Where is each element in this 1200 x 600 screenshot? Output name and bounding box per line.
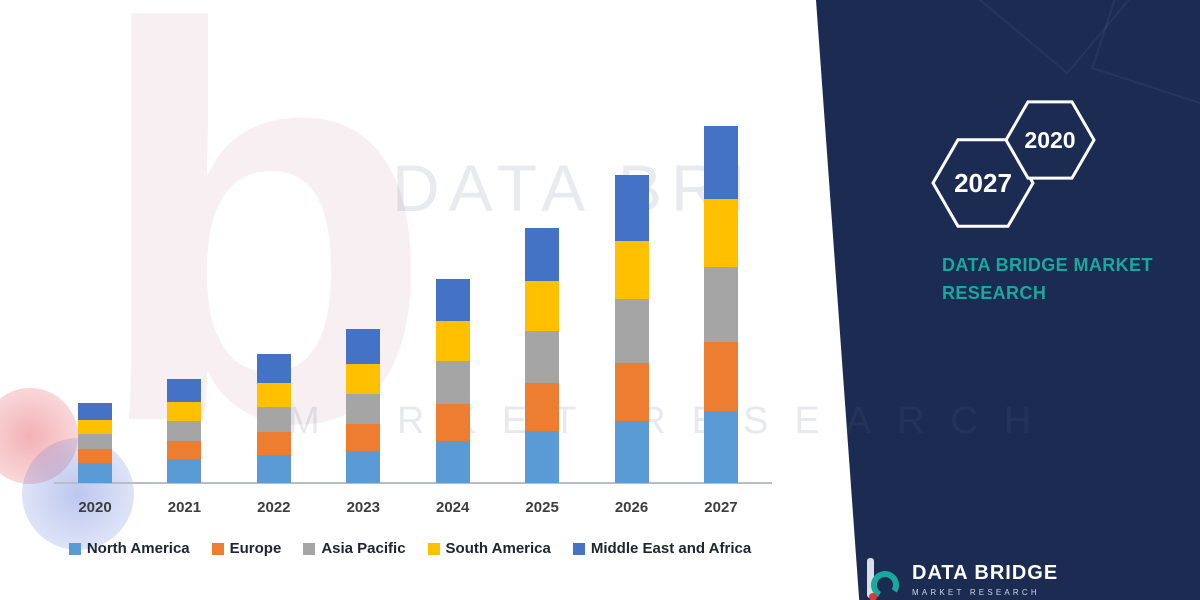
legend-item-asia-pacific: Asia Pacific <box>303 540 406 557</box>
hexagon-2020-outline <box>1004 100 1096 180</box>
bar-segment-middle-east-and-africa <box>256 354 291 383</box>
legend-item-middle-east-and-africa: Middle East and Africa <box>572 540 752 557</box>
bar-2025 <box>525 227 560 483</box>
bar-segment-asia-pacific <box>78 433 112 449</box>
bar-segment-south-america <box>435 321 470 362</box>
panel-brand-title: DATA BRIDGE MARKET RESEARCH <box>942 252 1153 308</box>
axis-label-2025: 2025 <box>525 499 559 516</box>
legend-label-north-america: North America <box>86 540 190 557</box>
bar-segment-south-america <box>703 198 738 267</box>
bar-segment-south-america <box>614 240 649 300</box>
bar-segment-north-america <box>614 420 649 483</box>
panel-brand-title-line2: RESEARCH <box>942 282 1047 303</box>
legend-swatch-europe <box>211 542 224 555</box>
legend-label-europe: Europe <box>229 540 282 557</box>
hexagon-2020-label: 2020 <box>1024 127 1075 153</box>
bar-segment-middle-east-and-africa <box>525 227 560 281</box>
bar-segment-middle-east-and-africa <box>614 175 649 241</box>
bar-2027 <box>703 126 738 483</box>
footer-logo-text: DATA BRIDGE <box>912 561 1059 584</box>
stacked-bar-plot: 2020 2021 2022 2023 2024 2025 2026 2027 <box>54 111 772 516</box>
x-axis-line <box>54 482 772 484</box>
bar-segment-south-america <box>346 364 381 394</box>
bar-segment-north-america <box>346 450 381 483</box>
legend-swatch-middle-east-and-africa <box>572 542 585 555</box>
bar-segment-asia-pacific <box>256 406 291 432</box>
legend-item-north-america: North America <box>68 540 190 557</box>
bar-segment-asia-pacific <box>525 331 560 384</box>
bar-segment-asia-pacific <box>614 299 649 364</box>
chart-legend: North America Europe Asia Pacific South Ame… <box>0 540 820 557</box>
bar-segment-north-america <box>256 454 291 483</box>
axis-label-2026: 2026 <box>614 499 649 516</box>
legend-item-south-america: South America <box>427 540 551 557</box>
bar-segment-europe <box>167 440 202 459</box>
panel-brand-title-line1: DATA BRIDGE MARKET <box>942 255 1153 275</box>
bar-segment-europe <box>256 431 291 455</box>
legend-label-south-america: South America <box>445 540 551 557</box>
bar-segment-north-america <box>78 462 112 483</box>
hexagon-2027-label: 2027 <box>954 168 1012 198</box>
bar-segment-middle-east-and-africa <box>346 329 381 365</box>
legend-label-middle-east-and-africa: Middle East and Africa <box>590 540 752 557</box>
bar-segment-middle-east-and-africa <box>78 402 112 420</box>
logo-red-blob-watermark <box>0 388 78 484</box>
axis-label-2020: 2020 <box>78 499 112 516</box>
legend-swatch-south-america <box>427 542 440 555</box>
bar-2021 <box>167 379 202 483</box>
bar-segment-middle-east-and-africa <box>435 278 470 322</box>
bar-segment-europe <box>78 448 112 463</box>
legend-label-asia-pacific: Asia Pacific <box>321 540 406 557</box>
bar-2024 <box>435 278 470 483</box>
bar-segment-europe <box>614 363 649 421</box>
bar-segment-europe <box>525 383 560 431</box>
bar-segment-asia-pacific <box>346 393 381 424</box>
axis-label-2027: 2027 <box>704 499 738 516</box>
axis-label-2022: 2022 <box>257 499 291 516</box>
bar-segment-middle-east-and-africa <box>167 379 202 402</box>
bar-2022 <box>256 354 291 483</box>
chart-region: 2020 2021 2022 2023 2024 2025 2026 2027 North A… <box>0 111 820 557</box>
watermark-text-line1: DATA BRI <box>392 151 755 225</box>
footer-logo-subtext: MARKET RESEARCH <box>912 587 1040 597</box>
axis-label-2021: 2021 <box>167 499 202 516</box>
bar-segment-middle-east-and-africa <box>703 126 738 199</box>
bar-segment-north-america <box>703 410 738 483</box>
axis-label-2023: 2023 <box>346 499 380 516</box>
x-axis-labels: 2020 2021 2022 2023 2024 2025 2026 2027 <box>78 499 738 516</box>
bar-segment-north-america <box>525 430 560 483</box>
bars-container <box>78 111 738 483</box>
legend-swatch-asia-pacific <box>303 542 316 555</box>
legend-item-europe: Europe <box>211 540 282 557</box>
legend-swatch-north-america <box>68 542 81 555</box>
axis-label-2024: 2024 <box>436 499 470 516</box>
bar-segment-europe <box>435 403 470 441</box>
bar-2020 <box>78 402 112 483</box>
bar-segment-south-america <box>256 382 291 407</box>
bar-2026 <box>614 175 649 483</box>
bar-segment-north-america <box>435 440 470 483</box>
bar-segment-europe <box>346 423 381 451</box>
hexagon-badges: 2027 2020 <box>931 100 1096 228</box>
bar-segment-south-america <box>78 419 112 434</box>
bar-segment-south-america <box>167 401 202 421</box>
data-bridge-logo-icon <box>867 558 899 600</box>
bar-segment-europe <box>703 342 738 411</box>
bar-segment-north-america <box>167 458 202 483</box>
watermark-text-line2: MARKET RESEARCH <box>288 400 1058 442</box>
bar-segment-asia-pacific <box>167 420 202 441</box>
bar-segment-south-america <box>525 280 560 332</box>
bar-2023 <box>346 329 381 483</box>
bar-segment-asia-pacific <box>703 266 738 343</box>
bar-segment-asia-pacific <box>435 361 470 404</box>
footer-logo: DATA BRIDGE MARKET RESEARCH <box>864 556 1058 600</box>
